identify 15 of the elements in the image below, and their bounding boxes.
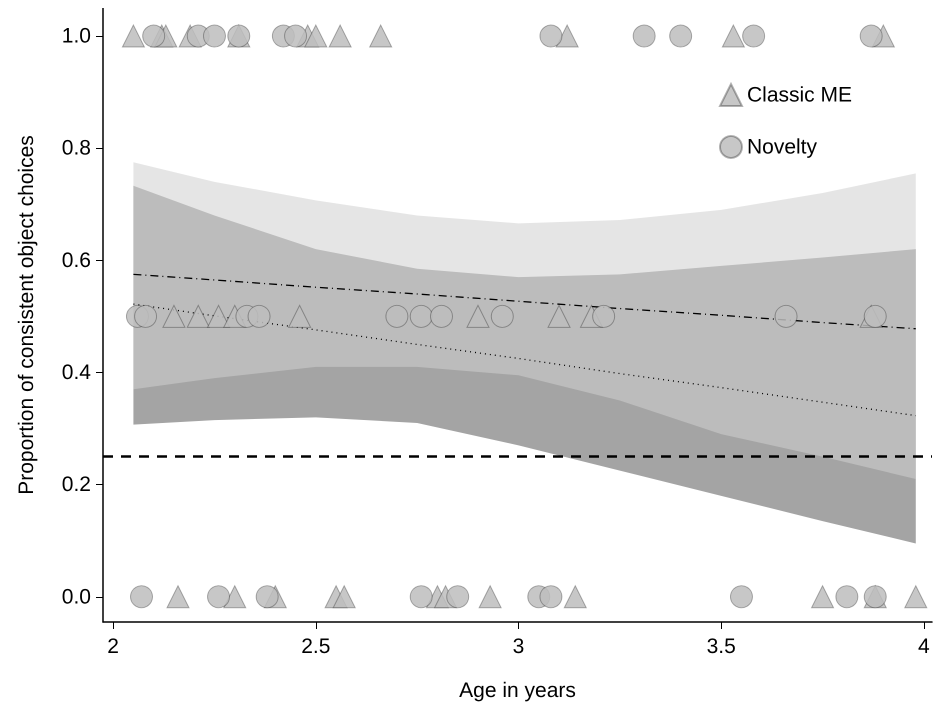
legend-label: Classic ME xyxy=(746,84,852,106)
legend-label: Novelty xyxy=(746,136,818,158)
y-tick-label: 0.4 xyxy=(62,360,92,384)
x-tick-label: 2 xyxy=(107,635,119,658)
y-tick-label: 0.0 xyxy=(62,585,91,608)
x-tick-label: 3.5 xyxy=(706,635,736,658)
x-axis-title: Age in years xyxy=(459,679,576,702)
y-axis-title: Proportion of consistent object choices xyxy=(15,135,38,495)
x-tick-label: 4 xyxy=(918,635,930,658)
y-tick-label: 0.2 xyxy=(62,473,91,496)
y-tick-label: 0.8 xyxy=(62,136,91,160)
y-tick-label: 0.6 xyxy=(62,248,91,272)
y-tick-label: 1.0 xyxy=(62,24,91,48)
x-tick-label: 2.5 xyxy=(301,635,330,658)
x-tick-label: 3 xyxy=(512,635,524,658)
